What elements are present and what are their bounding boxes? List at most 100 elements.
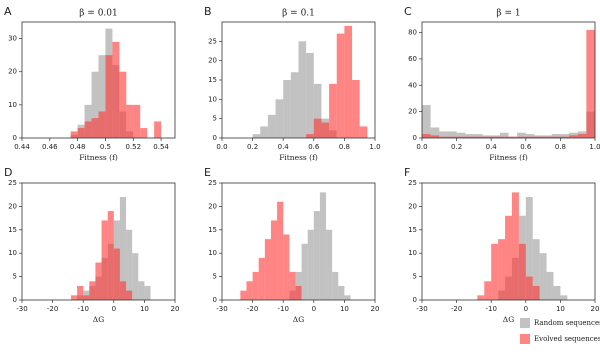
bar — [344, 25, 353, 138]
x-tick-label: 0.2 — [247, 143, 258, 151]
y-tick-label: 0 — [413, 296, 417, 304]
bar — [77, 128, 85, 138]
axes-frame — [21, 21, 176, 139]
y-tick-label: 40 — [408, 81, 417, 89]
y-tick-label: 15 — [408, 226, 417, 234]
bar — [465, 134, 474, 138]
y-tick-label: 0 — [13, 296, 17, 304]
bar — [119, 71, 127, 138]
bar — [586, 29, 595, 139]
bar — [517, 132, 526, 138]
x-tick-label: 0.4 — [486, 143, 498, 151]
legend-swatch — [520, 318, 530, 328]
bar — [456, 136, 466, 138]
bar — [560, 295, 568, 300]
bar — [275, 99, 284, 138]
bar — [258, 257, 265, 300]
bar — [101, 220, 108, 300]
y-tick-label: 20 — [8, 68, 17, 76]
bar — [508, 136, 518, 138]
y-tick-label: 5 — [413, 273, 417, 281]
x-tick-label: -20 — [47, 305, 58, 313]
bar — [422, 134, 431, 138]
y-tick-label: 10 — [8, 249, 17, 257]
y-tick-label: 0 — [213, 296, 217, 304]
bar — [517, 136, 526, 138]
bar — [577, 134, 587, 138]
y-tick-label: 15 — [8, 226, 17, 234]
bar — [83, 295, 90, 300]
x-tick-label: 0.44 — [14, 143, 30, 151]
x-tick-label: 0.2 — [451, 143, 462, 151]
x-tick-label: 20 — [591, 305, 600, 313]
bar — [359, 126, 368, 138]
bar — [113, 248, 120, 300]
bar — [313, 83, 322, 138]
x-tick-label: -10 — [77, 305, 88, 313]
bar — [525, 134, 535, 138]
bar — [260, 126, 268, 138]
bar — [532, 285, 540, 300]
panel-title: β = 0.1 — [282, 9, 315, 19]
bar — [295, 285, 302, 300]
bar — [499, 132, 509, 138]
bar — [456, 132, 466, 138]
x-tick-label: 1.0 — [589, 143, 600, 151]
axes-frame — [221, 182, 376, 301]
y-tick-label: 30 — [8, 35, 17, 43]
bar — [511, 192, 519, 300]
bar — [313, 211, 320, 300]
y-tick-label: 25 — [408, 179, 417, 187]
bar — [112, 41, 120, 139]
x-tick-label: -30 — [216, 305, 227, 313]
panel-title: β = 0.01 — [79, 9, 118, 19]
bar — [144, 285, 151, 300]
panel-letter: D — [4, 166, 12, 179]
legend-label: Random sequences — [534, 319, 600, 327]
x-tick-label: 1.0 — [369, 143, 380, 151]
bar — [70, 131, 78, 138]
bar — [484, 281, 492, 300]
bar — [283, 80, 291, 138]
bar — [91, 71, 99, 138]
x-tick-label: 0 — [312, 305, 316, 313]
bar — [270, 220, 278, 300]
bar — [518, 243, 526, 300]
bar — [301, 243, 308, 300]
bar — [352, 80, 360, 138]
y-tick-label: 80 — [408, 29, 417, 37]
bar — [447, 131, 457, 138]
y-tick-label: 0 — [213, 134, 217, 142]
panel-title: β = 1 — [496, 9, 520, 19]
bar — [298, 41, 307, 139]
panel-letter: A — [4, 5, 12, 18]
bar — [336, 33, 345, 138]
bar — [329, 83, 337, 138]
bar — [477, 295, 485, 300]
bar — [246, 281, 253, 300]
bar — [98, 111, 106, 138]
y-tick-label: 60 — [408, 55, 417, 63]
bar — [525, 136, 535, 138]
y-tick-label: 25 — [208, 37, 217, 45]
bar — [84, 121, 92, 138]
bar — [240, 290, 247, 300]
x-tick-label: 0 — [524, 305, 528, 313]
legend-label: Evolved sequences — [534, 335, 600, 343]
x-axis-label: Fitness (f) — [489, 153, 528, 162]
x-tick-label: 0.5 — [100, 143, 111, 151]
x-tick-label: 0.46 — [42, 143, 58, 151]
y-tick-label: 10 — [208, 95, 217, 103]
y-tick-label: 15 — [208, 226, 217, 234]
bar — [569, 135, 578, 138]
legend-swatch — [520, 334, 530, 344]
bar — [491, 136, 500, 138]
bar — [326, 229, 333, 300]
x-tick-label: 0.6 — [520, 143, 532, 151]
y-tick-label: 20 — [408, 108, 417, 116]
x-tick-label: 10 — [140, 305, 149, 313]
y-tick-label: 0 — [413, 134, 417, 142]
bar — [338, 285, 345, 300]
bar — [290, 72, 299, 138]
